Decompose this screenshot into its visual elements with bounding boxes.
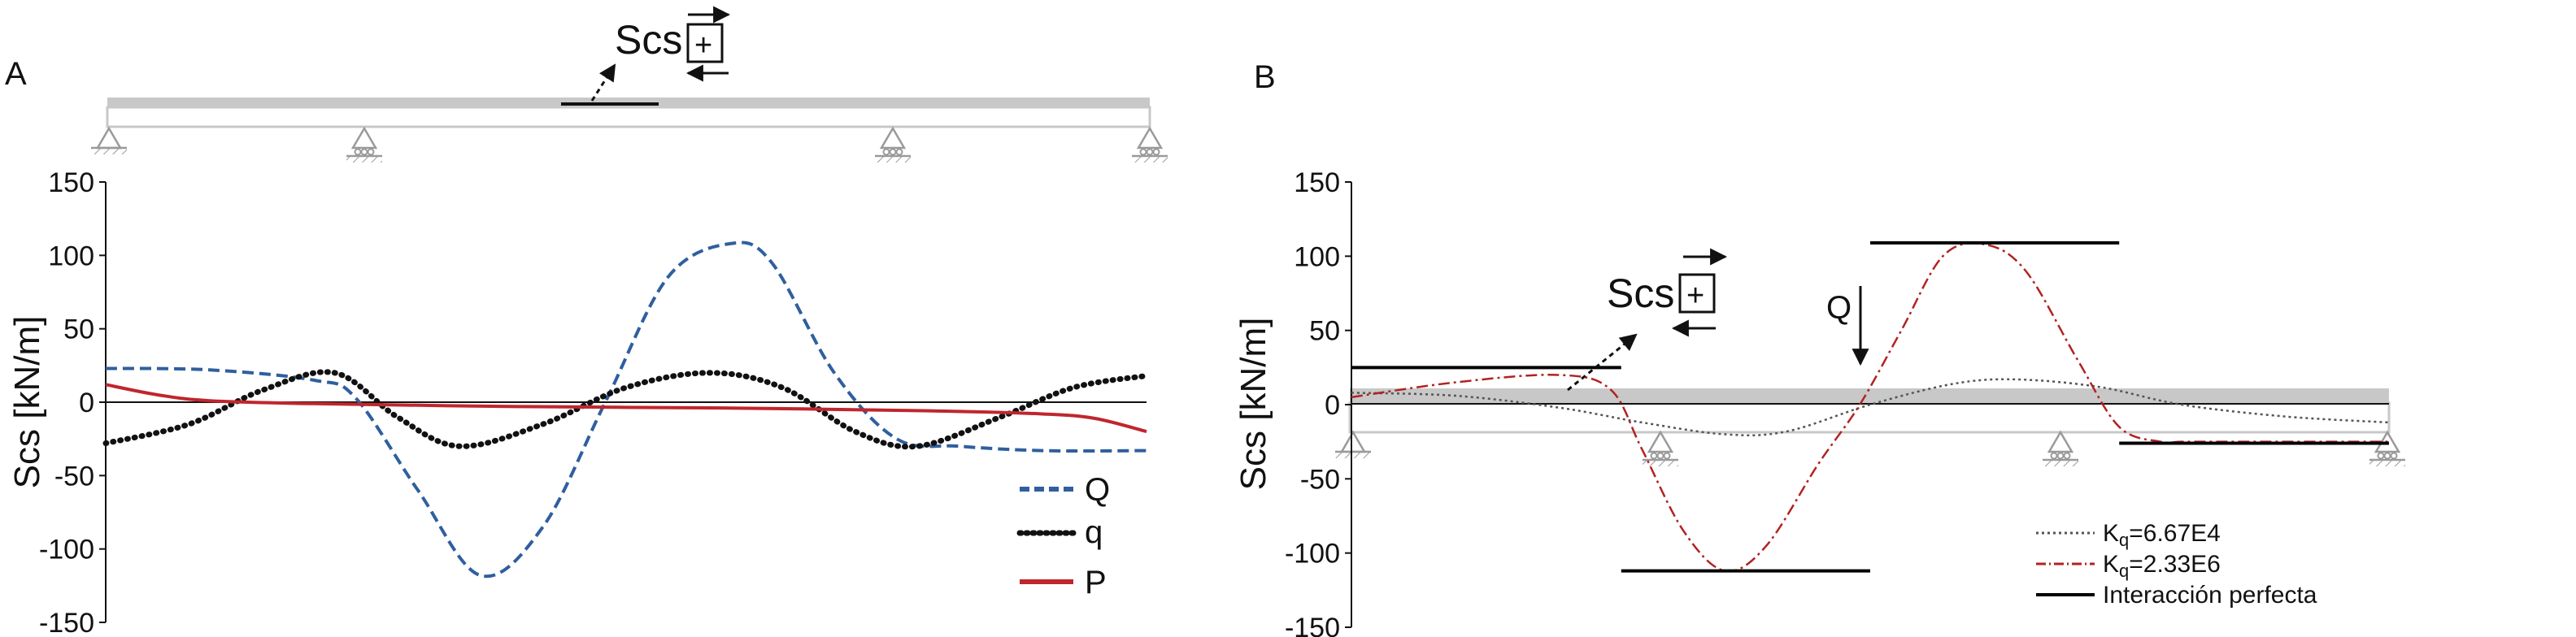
support-icon [875, 126, 911, 162]
support-icon [1132, 126, 1168, 162]
y-tick-label: -50 [54, 461, 94, 492]
support-icon [1335, 430, 1371, 458]
beam-body [106, 106, 1151, 128]
y-tick-label: 50 [63, 314, 94, 345]
scs-symbol-b: Scs [1607, 271, 1674, 316]
series-line-kq-2-33e6 [1351, 241, 2389, 573]
panel-a-label: A [5, 56, 27, 92]
scs-pointer-arrow-b [1567, 333, 1638, 392]
support-icon [91, 126, 127, 154]
plot-b: 150 100 50 0 -50 -100 -150 Scs [kN/m] Scs + Q [1234, 167, 2405, 637]
y-tick-label: 100 [1294, 241, 1340, 272]
legend-a: Q q P [1016, 472, 1110, 600]
y-tick-label: -100 [1285, 539, 1340, 570]
scs-pointer-arrow [590, 63, 616, 102]
support-icon [346, 126, 382, 162]
y-tick-label: 100 [48, 240, 94, 271]
plus-sign-b: + [1686, 279, 1704, 313]
scs-symbol-a: Scs [615, 17, 682, 63]
beam-body-b [1348, 401, 2391, 434]
y-tick-label: 150 [48, 167, 94, 198]
y-tick-label: -50 [1300, 464, 1340, 495]
y-axis-title-a: Scs [kN/m] [7, 316, 47, 489]
series-line-kq-6-67e4 [1351, 378, 2390, 437]
plus-sign-a: + [694, 28, 712, 63]
panel-b-label: B [1254, 59, 1276, 95]
y-tick-label: 0 [1325, 390, 1340, 421]
support-icon [1643, 430, 1678, 466]
legend-label-P: P [1085, 565, 1107, 600]
stress-element-box [686, 23, 724, 63]
panel-b: B 150 100 50 0 -50 -100 -150 Scs [kN/m] Scs + … [1234, 59, 2405, 637]
support-icon [2043, 430, 2078, 466]
series-line-q [105, 240, 1147, 578]
series-line-q [102, 369, 1150, 450]
plot-a: 150 100 50 0 -50 -100 -150 Scs [kN/m] [7, 167, 1150, 637]
legend-label-kq-high: Kq=2.33E6 [2103, 551, 2221, 581]
series-line-p [105, 383, 1147, 434]
y-tick-label: -150 [39, 608, 94, 637]
y-tick-label: 150 [1294, 167, 1340, 198]
beam-schematic-b [1335, 388, 2405, 466]
y-axis-title-b: Scs [kN/m] [1234, 318, 1273, 491]
legend-label-q: q [1085, 514, 1103, 550]
beam-deck-b [1350, 388, 2389, 403]
y-tick-label: 0 [79, 388, 94, 418]
legend-label-perfect: Interacción perfecta [2103, 582, 2317, 609]
stress-element-box-b [1678, 273, 1716, 314]
legend-label-Q: Q [1085, 472, 1110, 508]
y-tick-label: 50 [1309, 316, 1340, 347]
beam-schematic-a: Scs + [91, 6, 1168, 162]
legend-b: Kq=6.67E4 Kq=2.33E6 Interacción perfecta [2036, 520, 2317, 609]
support-icon [2369, 430, 2405, 466]
load-label-Q: Q [1826, 290, 1852, 326]
legend-label-kq-low: Kq=6.67E4 [2103, 520, 2221, 550]
y-tick-label: -100 [39, 535, 94, 566]
y-tick-label: -150 [1285, 613, 1340, 637]
